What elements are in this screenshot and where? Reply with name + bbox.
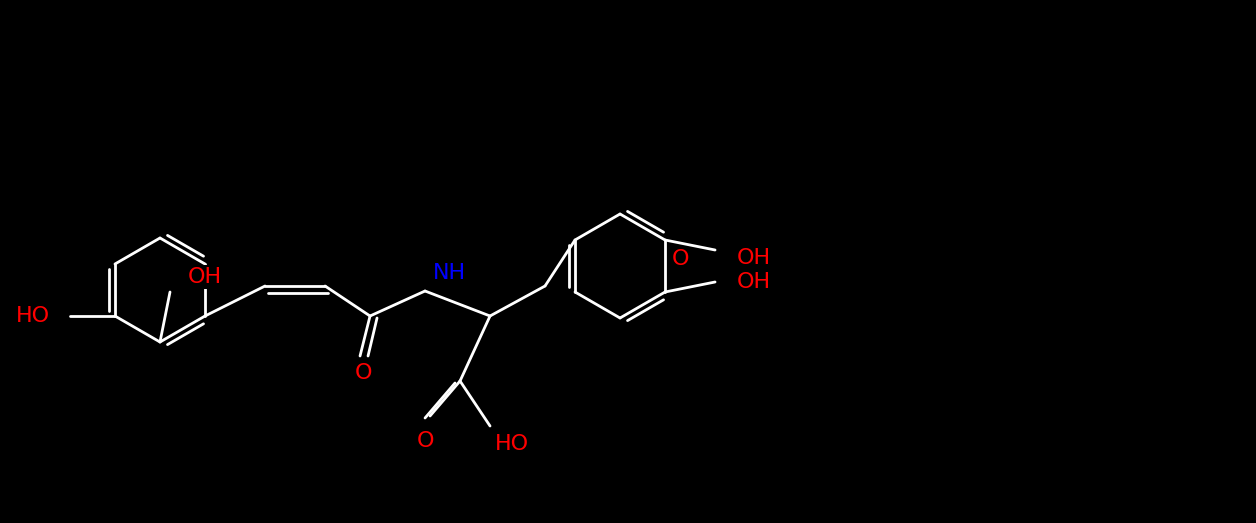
Text: O: O	[416, 431, 433, 451]
Text: O: O	[354, 363, 372, 383]
Text: NH: NH	[433, 263, 466, 283]
Text: OH: OH	[737, 272, 771, 292]
Text: HO: HO	[495, 434, 529, 454]
Text: OH: OH	[188, 267, 222, 287]
Text: O: O	[671, 249, 688, 269]
Text: HO: HO	[16, 306, 50, 326]
Text: OH: OH	[737, 248, 771, 268]
